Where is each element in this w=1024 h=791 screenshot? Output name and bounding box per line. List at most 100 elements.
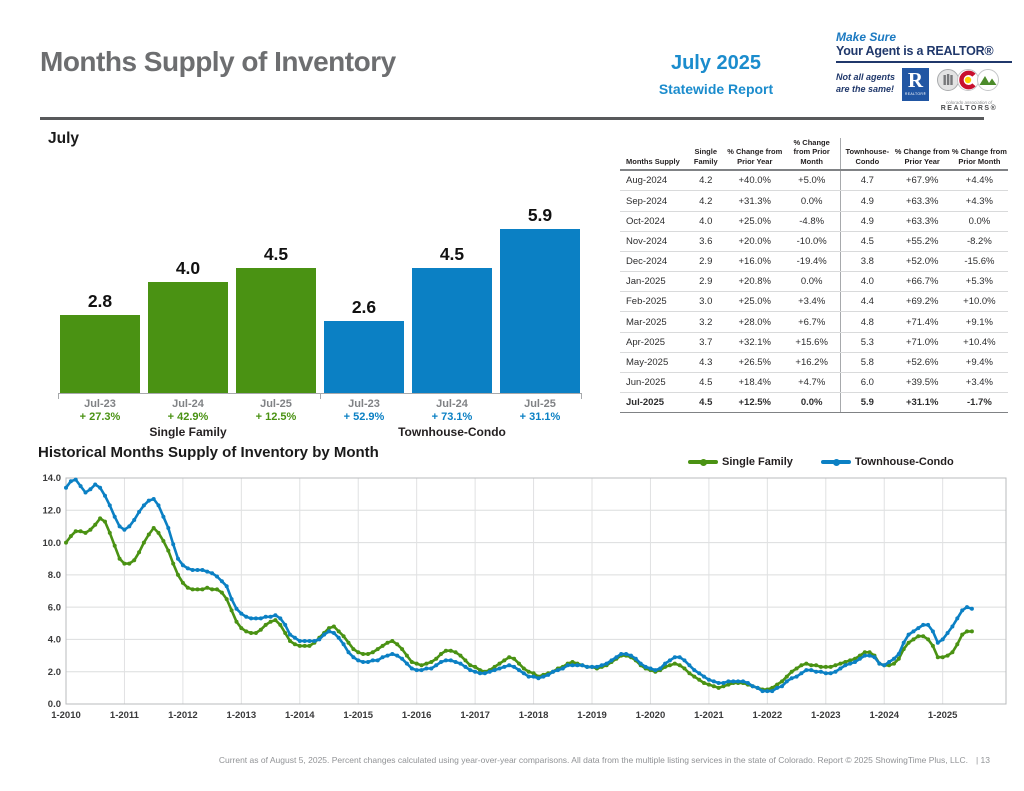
series-point <box>857 656 862 661</box>
monthly-bar-chart: 2.8 Jul-23 + 27.3% 4.0 Jul-24 + 42.9% 4.5 Jul-2… <box>40 150 624 440</box>
y-axis-label: 10.0 <box>43 538 62 549</box>
series-point <box>288 632 292 637</box>
table-cell: 5.3 <box>840 332 894 353</box>
series-point <box>439 652 443 656</box>
series-point <box>195 568 200 572</box>
table-cell: +31.1% <box>893 392 951 414</box>
table-cell: +55.2% <box>893 231 951 252</box>
series-point <box>434 656 439 661</box>
bar-pct-label: + 12.5% <box>255 411 297 423</box>
bar-x-label: Jul-25 <box>524 398 556 410</box>
series-point <box>741 679 745 684</box>
series-point <box>463 664 468 669</box>
series-line-townhouse-condo <box>64 478 973 693</box>
series-point <box>98 516 103 521</box>
series-point <box>492 664 497 669</box>
table-cell: +71.0% <box>893 332 951 353</box>
series-point <box>921 622 926 627</box>
series-point <box>205 569 210 574</box>
table-cell: +18.4% <box>726 372 784 394</box>
series-point <box>853 660 857 664</box>
y-axis-label: 12.0 <box>43 505 62 516</box>
series-point <box>380 655 385 660</box>
x-axis-label: 1-2012 <box>168 710 198 721</box>
table-cell: 3.7 <box>685 332 727 353</box>
series-point <box>453 660 458 664</box>
series-point <box>64 485 68 490</box>
series-point <box>146 532 151 537</box>
series-point <box>906 640 911 645</box>
series-point <box>814 663 819 668</box>
realtor-brand-block: Make Sure Your Agent is a REALTOR® Not a… <box>836 30 1018 112</box>
series-point <box>458 653 463 658</box>
series-point <box>268 619 273 624</box>
series-point <box>137 509 142 514</box>
table-cell: +63.3% <box>893 211 951 232</box>
series-point <box>443 648 448 653</box>
bar-x-label: Jul-24 <box>436 398 468 410</box>
series-point <box>171 542 176 547</box>
series-point <box>132 558 137 563</box>
series-point <box>473 669 478 674</box>
series-point <box>818 669 823 674</box>
series-point <box>127 524 132 529</box>
series-point <box>156 503 161 508</box>
series-point <box>960 632 965 637</box>
table-cell: 5.8 <box>840 352 894 374</box>
series-point <box>468 668 473 673</box>
table-cell: 0.0% <box>950 211 1008 232</box>
series-point <box>424 666 429 671</box>
legend-marker-icon <box>820 458 851 466</box>
header-divider <box>40 117 984 120</box>
table-cell: +4.4% <box>950 170 1008 192</box>
bar-value-label: 2.6 <box>351 297 377 317</box>
series-point <box>288 639 292 643</box>
series-point <box>385 640 390 645</box>
series-point <box>896 652 901 656</box>
series-point <box>98 485 103 490</box>
series-point <box>224 584 229 589</box>
series-point <box>711 684 716 689</box>
series-point <box>911 629 916 634</box>
series-point <box>103 519 107 524</box>
series-point <box>468 663 473 668</box>
series-point <box>409 660 414 664</box>
series-point <box>667 658 672 663</box>
series-point <box>68 534 73 539</box>
table-cell: -15.6% <box>950 251 1008 273</box>
bar-townhouse-condo-jul-23 <box>324 321 404 393</box>
series-point <box>190 568 195 572</box>
series-point <box>814 669 819 674</box>
series-point <box>687 671 692 676</box>
series-point <box>848 658 853 663</box>
series-point <box>512 656 517 661</box>
bar-single-family-jul-24 <box>148 282 228 393</box>
series-point <box>229 597 234 602</box>
series-point <box>64 540 68 545</box>
table-row: Jan-2025 2.9 +20.8% 0.0% 4.0 +66.7% +5.3% <box>620 271 1008 293</box>
series-point <box>677 663 682 668</box>
series-point <box>219 579 224 584</box>
table-cell: 4.2 <box>685 170 727 192</box>
table-row: Feb-2025 3.0 +25.0% +3.4% 4.4 +69.2% +10.0% <box>620 291 1008 313</box>
bar-pct-label: + 31.1% <box>519 411 561 423</box>
legend-label: Townhouse-Condo <box>854 456 954 468</box>
table-cell: -10.0% <box>783 231 841 252</box>
series-point <box>453 650 458 655</box>
series-point <box>692 668 697 673</box>
series-point <box>88 527 93 532</box>
table-cell: +16.0% <box>726 251 784 273</box>
series-point <box>283 622 288 627</box>
table-cell: +52.6% <box>893 352 951 374</box>
bar-x-label: Jul-23 <box>348 398 380 410</box>
table-cell: +26.5% <box>726 352 784 374</box>
series-point <box>351 655 356 660</box>
table-cell: Jul-2025 <box>620 392 686 414</box>
series-point <box>570 660 575 664</box>
series-point <box>122 561 127 566</box>
series-point <box>234 606 239 611</box>
series-point <box>643 664 648 669</box>
series-point <box>887 660 892 664</box>
series-point <box>702 681 706 685</box>
series-point <box>375 647 380 652</box>
